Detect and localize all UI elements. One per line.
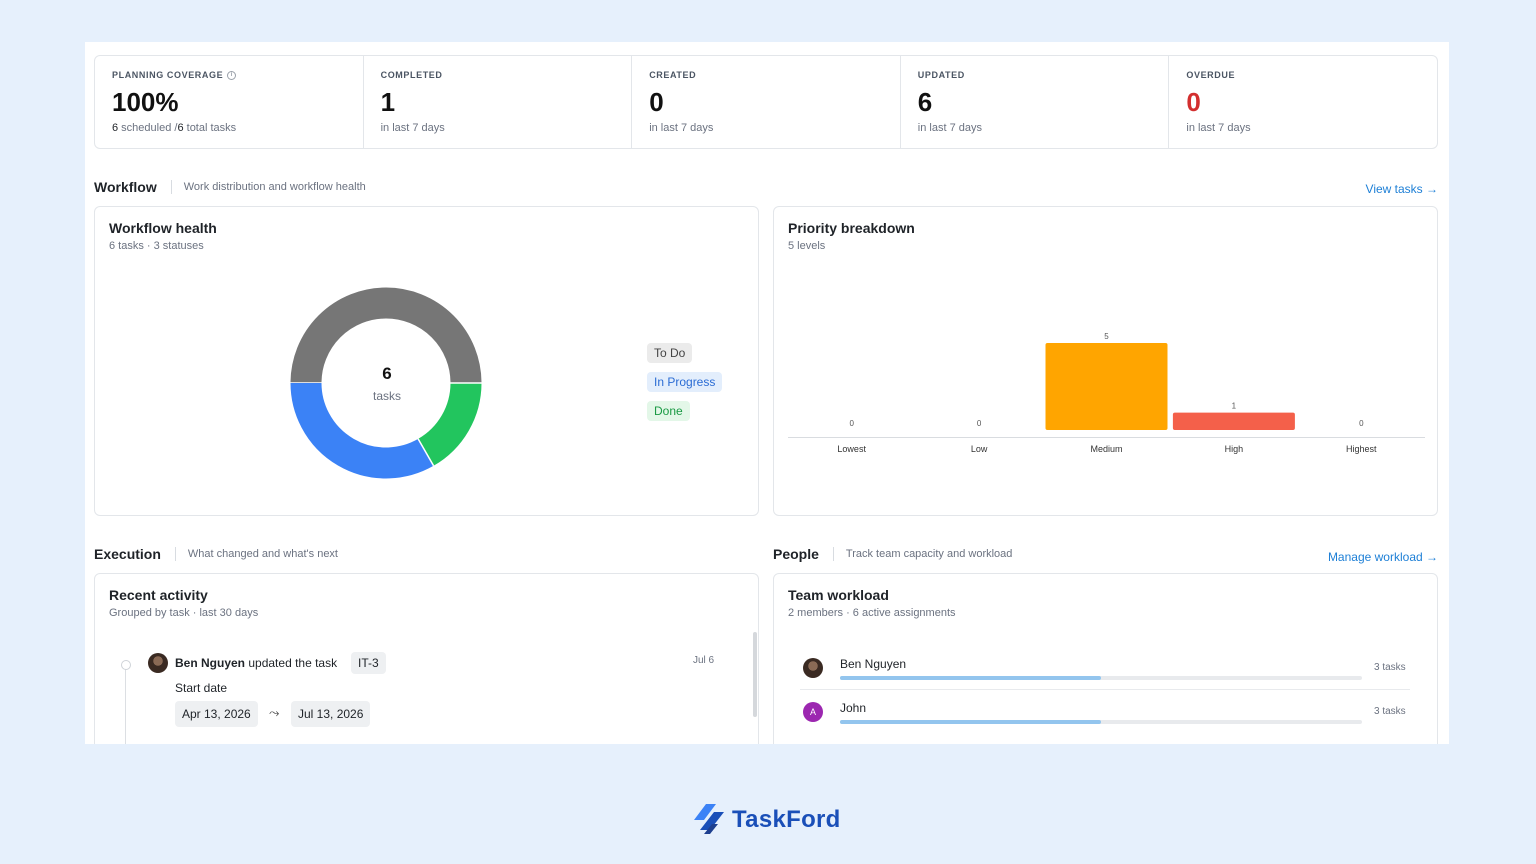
date-to-chip: Jul 13, 2026 xyxy=(291,701,371,727)
card-sub: Grouped by task · last 30 days xyxy=(109,607,259,619)
bar-medium[interactable] xyxy=(1045,343,1168,430)
donut-center-value: 6 xyxy=(382,364,392,383)
info-icon[interactable]: i xyxy=(227,70,237,80)
timeline-dot xyxy=(121,660,131,670)
donut-separator xyxy=(417,438,435,467)
brand-logo: TaskFord xyxy=(690,800,841,840)
manage-workload-link[interactable]: Manage workload → xyxy=(1327,550,1438,564)
donut-segment-done[interactable] xyxy=(417,382,482,466)
member-name: Ben Nguyen xyxy=(840,657,907,671)
stat-completed: COMPLETED 1 in last 7 days xyxy=(364,56,633,148)
stat-value: 100% xyxy=(112,87,179,117)
donut-center-label: tasks xyxy=(372,389,401,403)
scrollbar[interactable] xyxy=(753,632,757,717)
timeline-line xyxy=(125,668,126,744)
people-section-header: People Track team capacity and workload xyxy=(773,546,1012,562)
stat-label: UPDATED xyxy=(917,70,965,80)
stat-overdue: OVERDUE 0 in last 7 days xyxy=(1169,56,1437,148)
stat-sub: in last 7 days xyxy=(1186,122,1251,134)
stat-sub: in last 7 days xyxy=(649,122,714,134)
bar-value-label: 0 xyxy=(977,419,982,428)
stat-label: OVERDUE xyxy=(1186,70,1236,80)
execution-section-header: Execution What changed and what's next xyxy=(94,546,338,562)
bar-value-label: 0 xyxy=(849,419,854,428)
activity-action: updated the task xyxy=(248,656,338,670)
dashboard-panel: PLANNING COVERAGE i 100% 6 scheduled /6 … xyxy=(85,42,1449,744)
card-title: Team workload xyxy=(788,587,889,603)
stat-sub: in last 7 days xyxy=(917,122,982,134)
activity-user[interactable]: Ben Nguyen xyxy=(175,656,246,670)
priority-bar-chart: 0 Lowest 0 Low 5 Medium 1 High 0 Highest xyxy=(788,332,1425,454)
taskford-logo-icon xyxy=(694,804,724,834)
legend-in-progress[interactable]: In Progress xyxy=(647,372,723,392)
task-chip[interactable]: IT-3 xyxy=(351,652,386,674)
card-sub: 6 tasks · 3 statuses xyxy=(109,240,204,252)
view-tasks-link[interactable]: View tasks → xyxy=(1365,182,1438,196)
workflow-health-card: Workflow health 6 tasks · 3 statuses 6 t… xyxy=(94,206,759,516)
workload-bar-fill xyxy=(840,720,1101,724)
recent-activity-card: Recent activity Grouped by task · last 3… xyxy=(94,573,759,744)
donut-segment-to-do[interactable] xyxy=(290,287,482,384)
section-desc: Work distribution and workflow health xyxy=(183,181,366,193)
divider xyxy=(170,180,172,194)
stat-updated: UPDATED 6 in last 7 days xyxy=(901,56,1170,148)
workload-bar xyxy=(840,676,1362,680)
bar-value-label: 0 xyxy=(1359,419,1364,428)
workload-bar-fill xyxy=(840,676,1101,680)
member-avatar xyxy=(803,658,823,678)
arrow-icon: ⤳ xyxy=(269,705,280,720)
legend-done[interactable]: Done xyxy=(647,401,690,421)
brand-name: TaskFord xyxy=(732,806,841,833)
x-tick-label: Low xyxy=(971,444,988,454)
member-avatar: A xyxy=(803,702,823,722)
bar-high[interactable] xyxy=(1172,412,1295,430)
section-title: Workflow xyxy=(94,179,157,195)
donut-chart xyxy=(290,287,482,479)
donut-segment-in-progress[interactable] xyxy=(290,382,434,479)
card-title: Recent activity xyxy=(109,587,208,603)
workflow-section-header: Workflow Work distribution and workflow … xyxy=(94,179,366,195)
section-desc: Track team capacity and workload xyxy=(845,548,1013,560)
user-avatar xyxy=(148,653,168,673)
section-desc: What changed and what's next xyxy=(187,548,338,560)
activity-field: Start date xyxy=(175,681,228,695)
stat-label: COMPLETED xyxy=(380,70,443,80)
stat-created: CREATED 0 in last 7 days xyxy=(632,56,901,148)
bar-value-label: 5 xyxy=(1104,332,1109,341)
x-tick-label: Highest xyxy=(1346,444,1377,454)
x-tick-label: Lowest xyxy=(837,444,866,454)
divider xyxy=(832,547,834,561)
card-sub: 2 members · 6 active assignments xyxy=(788,607,956,619)
stat-value: 0 xyxy=(649,87,664,117)
row-divider xyxy=(800,689,1410,690)
x-tick-label: High xyxy=(1225,444,1244,454)
member-name: John xyxy=(840,701,867,715)
stats-row: PLANNING COVERAGE i 100% 6 scheduled /6 … xyxy=(94,55,1438,149)
card-sub: 5 levels xyxy=(788,240,826,252)
activity-text: Ben Nguyen updated the task xyxy=(175,656,337,670)
bar-value-label: 1 xyxy=(1232,402,1237,411)
stat-sub: 6 scheduled /6 total tasks xyxy=(112,122,237,134)
card-title: Workflow health xyxy=(109,220,217,236)
stat-value: 6 xyxy=(917,87,933,117)
member-task-count: 3 tasks xyxy=(1374,706,1406,717)
team-workload-card: Team workload 2 members · 6 active assig… xyxy=(773,573,1438,744)
x-tick-label: Medium xyxy=(1090,444,1122,454)
stat-planning-coverage: PLANNING COVERAGE i 100% 6 scheduled /6 … xyxy=(95,56,364,148)
section-title: People xyxy=(773,546,819,562)
stat-value: 1 xyxy=(380,87,396,117)
stat-value: 0 xyxy=(1186,87,1201,117)
legend-todo[interactable]: To Do xyxy=(647,343,693,363)
section-title: Execution xyxy=(94,546,161,562)
workload-bar xyxy=(840,720,1362,724)
stat-sub: in last 7 days xyxy=(380,122,445,134)
member-task-count: 3 tasks xyxy=(1374,662,1406,673)
card-title: Priority breakdown xyxy=(788,220,915,236)
stat-label: PLANNING COVERAGE xyxy=(112,70,224,80)
activity-date: Jul 6 xyxy=(693,655,715,666)
stat-label: CREATED xyxy=(649,70,697,80)
date-from-chip: Apr 13, 2026 xyxy=(175,701,258,727)
priority-breakdown-card: Priority breakdown 5 levels 0 Lowest 0 Low 5… xyxy=(773,206,1438,516)
divider xyxy=(174,547,176,561)
